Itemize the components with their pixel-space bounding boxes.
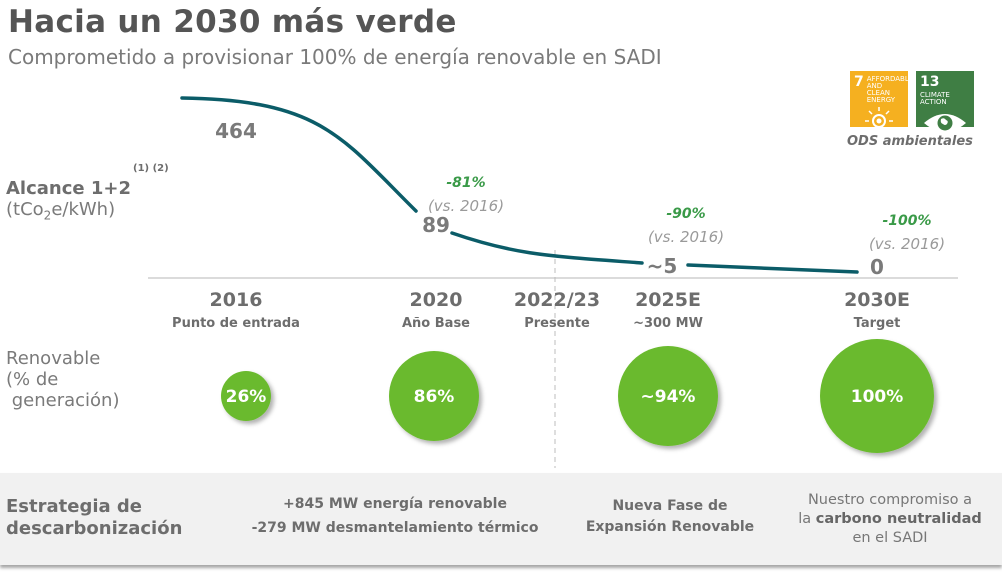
sdg-13-badge: 13CLIMATE ACTION [916,71,974,132]
reduction-ref-2025E: (vs. 2016) [648,228,724,246]
x-subtick-2016: Punto de entrada [172,316,300,331]
strategy-item3-line3: en el SADI [852,530,928,546]
renewable-share-label: Renovable (% de generación) [6,348,119,411]
sdg-7-number: 7 [854,74,864,90]
renewable-label-2016: 26% [226,387,267,407]
strategy-item3-line2: la carbono neutralidad [775,510,1002,529]
strategy-panel [0,473,1002,565]
sdg-13-label: CLIMATE ACTION [920,91,950,106]
ods-caption: ODS ambientales [847,134,973,149]
data-label-2030E: 0 [870,255,884,279]
strategy-item1-line2: -279 MW desmantelamiento térmico [251,520,539,536]
strategy-title-line2: descarbonización [6,518,183,539]
strategy-title: Estrategia de descarbonización [6,496,182,540]
y-unit-subscript: 2 [43,208,52,223]
y-unit-prefix: (tCo [6,199,44,220]
renewable-label-line2: (% de [6,369,59,390]
strategy-item2-line1: Nueva Fase de [612,498,728,514]
strategy-item-commitment: Nuestro compromiso a la carbono neutrali… [775,491,1002,548]
renewable-circle-2016 [221,371,271,421]
x-subtick-2030E: Target [854,316,901,331]
renewable-label-2030E: 100% [851,387,904,407]
strategy-item-expansion: Nueva Fase de Expansión Renovable [580,496,760,538]
x-tick-2020: 2020 [410,289,463,311]
reduction-pct-2030E: -100% [882,213,931,229]
strategy-item3-line1: Nuestro compromiso a [807,492,973,508]
reduction-pct-2020: -81% [446,175,485,191]
sdg-13-number: 13 [920,74,940,90]
sun-icon [865,107,893,135]
y-axis-footnotes: (1) (2) [133,163,169,174]
data-label-2025E: ~5 [647,254,678,278]
x-subtick-2025E: ~300 MW [633,316,703,331]
y-unit-suffix: e/kWh) [51,199,116,220]
strategy-item1-line1: +845 MW energía renovable [283,496,507,512]
x-tick-2016: 2016 [210,289,263,311]
eye-globe-icon [924,114,966,132]
renewable-label-line1: Renovable [6,348,101,369]
renewable-label-line3: generación) [6,390,120,411]
reduction-ref-2020: (vs. 2016) [428,197,504,215]
reduction-pct-2025E: -90% [666,206,705,222]
x-tick-2030E: 2030E [844,289,910,311]
strategy-item-capacity: +845 MW energía renovable -279 MW desman… [220,492,570,540]
strategy-item3-bold: carbono neutralidad [815,511,982,527]
renewable-circle-2020 [389,351,479,441]
data-label-2020: 89 [422,213,450,237]
reduction-ref-2030E: (vs. 2016) [869,235,945,253]
y-axis-unit: (tCo2e/kWh) [6,199,115,223]
x-subtick-2022/23: Presente [524,316,590,331]
emissions-line [180,96,859,274]
page-subtitle: Comprometido a provisionar 100% de energ… [8,45,662,69]
x-tick-2025E: 2025E [635,289,701,311]
page-title: Hacia un 2030 más verde [8,4,457,40]
data-label-2016: 464 [215,119,257,143]
x-subtick-2020: Año Base [402,316,470,331]
renewable-label-2020: 86% [414,387,455,407]
renewable-circle-2030E [820,339,934,453]
sdg-7-label: AFFORDABLE AND CLEAN ENERGY [866,75,914,104]
renewable-label-2025E: ~94% [641,387,696,407]
sdg-7-badge: 7 AFFORDABLE AND CLEAN ENERGY [850,71,914,135]
y-axis-label: Alcance 1+2 [6,178,132,199]
strategy-item3-prefix: la [798,511,816,527]
x-tick-2022/23: 2022/23 [514,289,600,311]
strategy-title-line1: Estrategia de [6,496,143,517]
renewable-circle-2025E [618,346,718,446]
strategy-item2-line2: Expansión Renovable [585,519,755,535]
